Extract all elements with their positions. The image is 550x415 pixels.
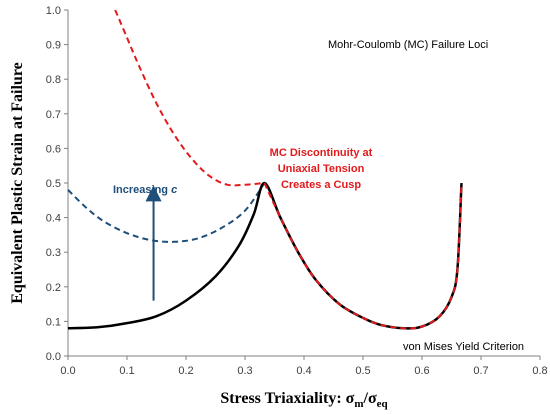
x-tick-label: 0.0 bbox=[60, 365, 75, 377]
discontinuity-line-2: Uniaxial Tension bbox=[278, 163, 365, 175]
y-tick-label: 0.7 bbox=[46, 109, 61, 121]
y-tick-label: 0.3 bbox=[46, 247, 61, 259]
increasing-c-blue-curve bbox=[67, 182, 266, 243]
x-tick-label: 0.1 bbox=[119, 365, 134, 377]
y-tick-label: 0.5 bbox=[46, 178, 61, 190]
discontinuity-line-1: MC Discontinuity at bbox=[270, 147, 373, 159]
x-tick-label: 0.5 bbox=[355, 365, 370, 377]
chart-title: Mohr-Coulomb (MC) Failure Loci bbox=[328, 39, 488, 51]
x-tick-label: 0.3 bbox=[237, 365, 252, 377]
x-tick-label: 0.8 bbox=[532, 365, 547, 377]
y-tick-label: 1.0 bbox=[46, 5, 61, 17]
vonmises-label: von Mises Yield Criterion bbox=[403, 341, 524, 353]
y-tick-label: 0.9 bbox=[46, 40, 61, 52]
y-tick-label: 0.8 bbox=[46, 74, 61, 86]
y-tick-label: 0.1 bbox=[46, 316, 61, 328]
y-tick-label: 0.4 bbox=[46, 213, 61, 225]
mc-red-left-curve bbox=[114, 9, 265, 187]
x-axis-title: Stress Triaxiality: σm/σeq bbox=[220, 390, 388, 410]
increasing-c-label: Increasing c bbox=[113, 184, 177, 196]
axes: 0.0 0.1 0.2 0.3 0.4 0.5 0.6 0.7 0.8 0.0 0.1 0.2 0.3 0… bbox=[46, 5, 548, 377]
x-tick-label: 0.6 bbox=[414, 365, 429, 377]
x-tick-label: 0.2 bbox=[178, 365, 193, 377]
series-layer bbox=[67, 9, 463, 330]
y-tick-label: 0.2 bbox=[46, 282, 61, 294]
y-tick-label: 0.6 bbox=[46, 143, 61, 155]
y-axis-title: Equivalent Plastic Strain at Failure bbox=[9, 62, 26, 303]
x-tick-label: 0.7 bbox=[473, 365, 488, 377]
x-tick-label: 0.4 bbox=[296, 365, 311, 377]
y-tick-label: 0.0 bbox=[46, 351, 61, 363]
discontinuity-line-3: Creates a Cusp bbox=[281, 179, 361, 191]
mc-red-right-curve bbox=[263, 182, 463, 330]
